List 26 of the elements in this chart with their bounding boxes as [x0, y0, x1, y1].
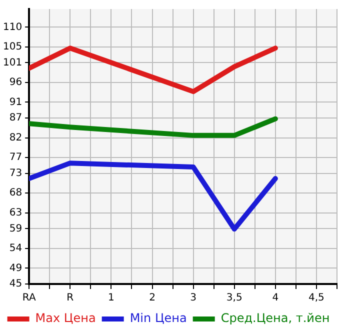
legend-label: Сред.Цена, т.йен [220, 311, 330, 326]
y-tick-label: 96 [9, 77, 22, 88]
y-tick-label: 45 [9, 278, 22, 290]
legend-label: Min Цена [130, 311, 187, 326]
x-tick-label: 4 [272, 292, 279, 304]
y-tick-label: 105 [2, 42, 22, 53]
y-tick-label: 110 [2, 22, 22, 33]
x-tick-label: 1 [108, 292, 114, 304]
x-tick-label: RA [22, 292, 36, 304]
x-tick-label: 3,5 [226, 292, 242, 304]
x-tick-label: R [66, 292, 74, 304]
y-tick-label: 59 [9, 223, 22, 234]
y-tick-label: 87 [9, 112, 22, 124]
x-tick-label: 4,5 [308, 292, 324, 304]
y-tick-label: 49 [9, 262, 22, 274]
y-tick-label: 91 [9, 96, 22, 108]
x-tick-label: 2 [149, 292, 156, 304]
y-tick-label: 73 [9, 168, 22, 179]
y-tick-label: 77 [9, 152, 22, 164]
x-tick-label: 3 [190, 292, 196, 304]
y-tick-label: 82 [9, 132, 22, 144]
y-tick-label: 101 [2, 57, 22, 68]
y-tick-label: 68 [9, 188, 22, 199]
legend-label: Max Цена [35, 311, 96, 326]
y-tick-label: 54 [9, 243, 22, 254]
y-tick-label: 63 [9, 207, 22, 218]
